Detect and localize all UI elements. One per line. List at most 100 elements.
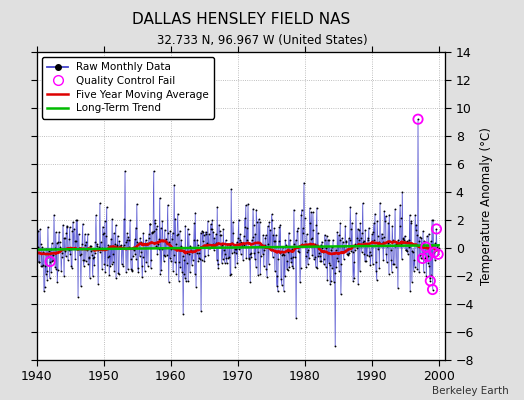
Point xyxy=(230,248,238,255)
Point xyxy=(85,255,93,262)
Point xyxy=(399,235,407,241)
Point xyxy=(233,260,242,266)
Point xyxy=(389,236,397,243)
Point xyxy=(301,252,310,259)
Point xyxy=(191,209,200,216)
Point xyxy=(93,241,101,248)
Point xyxy=(287,259,296,266)
Point xyxy=(275,224,283,230)
Point xyxy=(268,217,276,224)
Point xyxy=(148,230,156,236)
Point xyxy=(123,237,131,243)
Point xyxy=(367,237,376,244)
Point xyxy=(294,248,302,254)
Point xyxy=(168,229,177,236)
Point xyxy=(39,249,48,255)
Point xyxy=(144,262,152,269)
Point xyxy=(330,278,338,285)
Point xyxy=(237,239,246,246)
Point xyxy=(410,257,418,263)
Point xyxy=(48,258,57,264)
Point xyxy=(377,230,386,237)
Point xyxy=(375,239,383,246)
Point xyxy=(171,259,179,265)
Point xyxy=(142,259,150,266)
Point xyxy=(172,240,180,247)
Point xyxy=(418,240,426,247)
Point xyxy=(179,253,187,259)
Point xyxy=(431,257,439,263)
Point xyxy=(101,218,109,224)
Point xyxy=(353,226,362,232)
Point xyxy=(247,249,255,256)
Point xyxy=(104,254,112,260)
Point xyxy=(292,315,300,321)
Point xyxy=(408,248,417,254)
Point xyxy=(127,268,136,274)
Point xyxy=(319,248,327,255)
Point xyxy=(372,259,380,265)
Point xyxy=(90,262,99,268)
Point xyxy=(148,229,157,236)
Point xyxy=(68,264,76,271)
Point xyxy=(390,261,398,267)
Point xyxy=(47,268,56,275)
Point xyxy=(426,278,434,284)
Point xyxy=(305,205,314,211)
Point xyxy=(114,232,122,239)
Point xyxy=(350,275,358,281)
Point xyxy=(137,249,146,255)
Point xyxy=(410,263,419,270)
Point xyxy=(388,223,397,229)
Point xyxy=(286,237,294,243)
Point xyxy=(201,228,210,235)
Point xyxy=(198,257,206,263)
Point xyxy=(288,246,296,253)
Point xyxy=(253,249,261,255)
Point xyxy=(396,223,404,229)
Point xyxy=(254,272,263,278)
Point xyxy=(327,247,335,254)
Point xyxy=(356,220,365,226)
Point xyxy=(261,235,269,242)
Point xyxy=(185,251,193,258)
Point xyxy=(65,236,73,242)
Point xyxy=(166,228,174,234)
Point xyxy=(426,278,434,284)
Point xyxy=(313,204,321,211)
Point xyxy=(169,252,178,258)
Point xyxy=(126,217,134,224)
Point xyxy=(144,235,152,241)
Point xyxy=(434,251,442,258)
Point xyxy=(337,260,346,267)
Point xyxy=(80,257,89,263)
Point xyxy=(216,232,225,238)
Point xyxy=(251,231,259,237)
Point xyxy=(338,235,346,242)
Point xyxy=(157,267,166,273)
Point xyxy=(189,257,197,263)
Point xyxy=(181,222,190,229)
Point xyxy=(394,237,402,243)
Point xyxy=(110,268,118,274)
Point xyxy=(130,236,139,242)
Point xyxy=(76,245,84,252)
Point xyxy=(320,255,328,262)
Point xyxy=(89,255,97,261)
Point xyxy=(177,237,185,244)
Point xyxy=(77,251,85,258)
Point xyxy=(362,258,370,264)
Point xyxy=(105,272,114,278)
Title: DALLAS HENSLEY FIELD NAS: DALLAS HENSLEY FIELD NAS xyxy=(132,12,350,27)
Point xyxy=(387,257,396,264)
Point xyxy=(169,268,177,274)
Point xyxy=(328,265,336,271)
Point xyxy=(161,252,169,259)
Point xyxy=(108,259,117,265)
Point xyxy=(272,232,280,238)
Point xyxy=(249,222,258,229)
Point xyxy=(155,246,163,252)
Point xyxy=(97,245,106,252)
Point xyxy=(48,240,56,246)
Point xyxy=(344,250,352,257)
